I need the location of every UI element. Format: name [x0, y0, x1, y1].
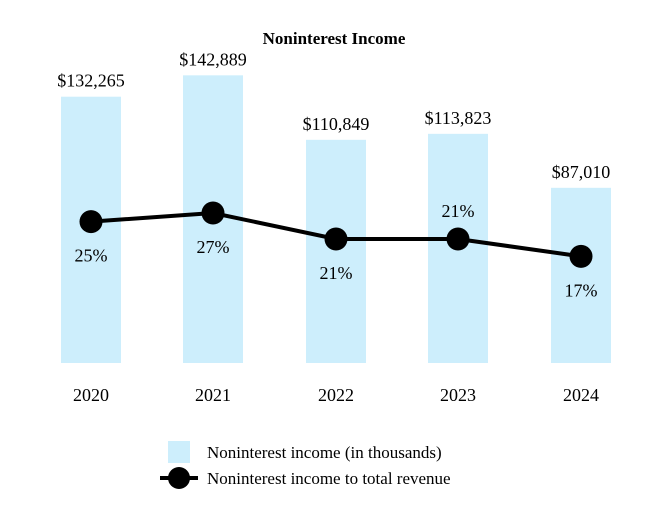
bar-2024: [551, 187, 611, 363]
line-value-label-2020: 25%: [75, 246, 108, 266]
chart-title: Noninterest Income: [263, 29, 406, 48]
x-tick-label-2024: 2024: [563, 385, 599, 405]
legend-bar-swatch: [168, 441, 190, 463]
x-tick-label-2023: 2023: [440, 385, 476, 405]
bar-value-label-2023: $113,823: [425, 108, 492, 128]
line-value-label-2022: 21%: [320, 263, 353, 283]
bar-value-label-2021: $142,889: [179, 49, 247, 69]
line-value-label-2024: 17%: [565, 280, 598, 300]
line-point-2021: [201, 201, 225, 225]
line-point-2022: [324, 227, 348, 251]
line-point-2024: [569, 244, 593, 268]
legend-bar-label: Noninterest income (in thousands): [207, 443, 442, 462]
line-value-label-2023: 21%: [442, 201, 475, 221]
x-tick-label-2020: 2020: [73, 385, 109, 405]
bar-value-label-2024: $87,010: [552, 162, 611, 182]
bar-series: $132,265 $142,889 $110,849 $113,823 $87,010: [57, 49, 611, 364]
x-tick-label-2022: 2022: [318, 385, 354, 405]
bar-value-label-2020: $132,265: [57, 71, 125, 91]
legend-line-label: Noninterest income to total revenue: [207, 469, 451, 488]
line-point-2020: [79, 210, 103, 234]
line-series: 25% 27% 21% 21% 17%: [75, 201, 598, 300]
line-value-label-2021: 27%: [197, 237, 230, 257]
bar-2022: [306, 139, 366, 363]
x-axis-ticks: 2020 2021 2022 2023 2024: [73, 385, 599, 405]
x-tick-label-2021: 2021: [195, 385, 231, 405]
legend: Noninterest income (in thousands) Nonint…: [160, 441, 451, 489]
line-point-2023: [446, 227, 470, 251]
bar-value-label-2022: $110,849: [303, 114, 370, 134]
legend-line-marker: [168, 467, 190, 489]
